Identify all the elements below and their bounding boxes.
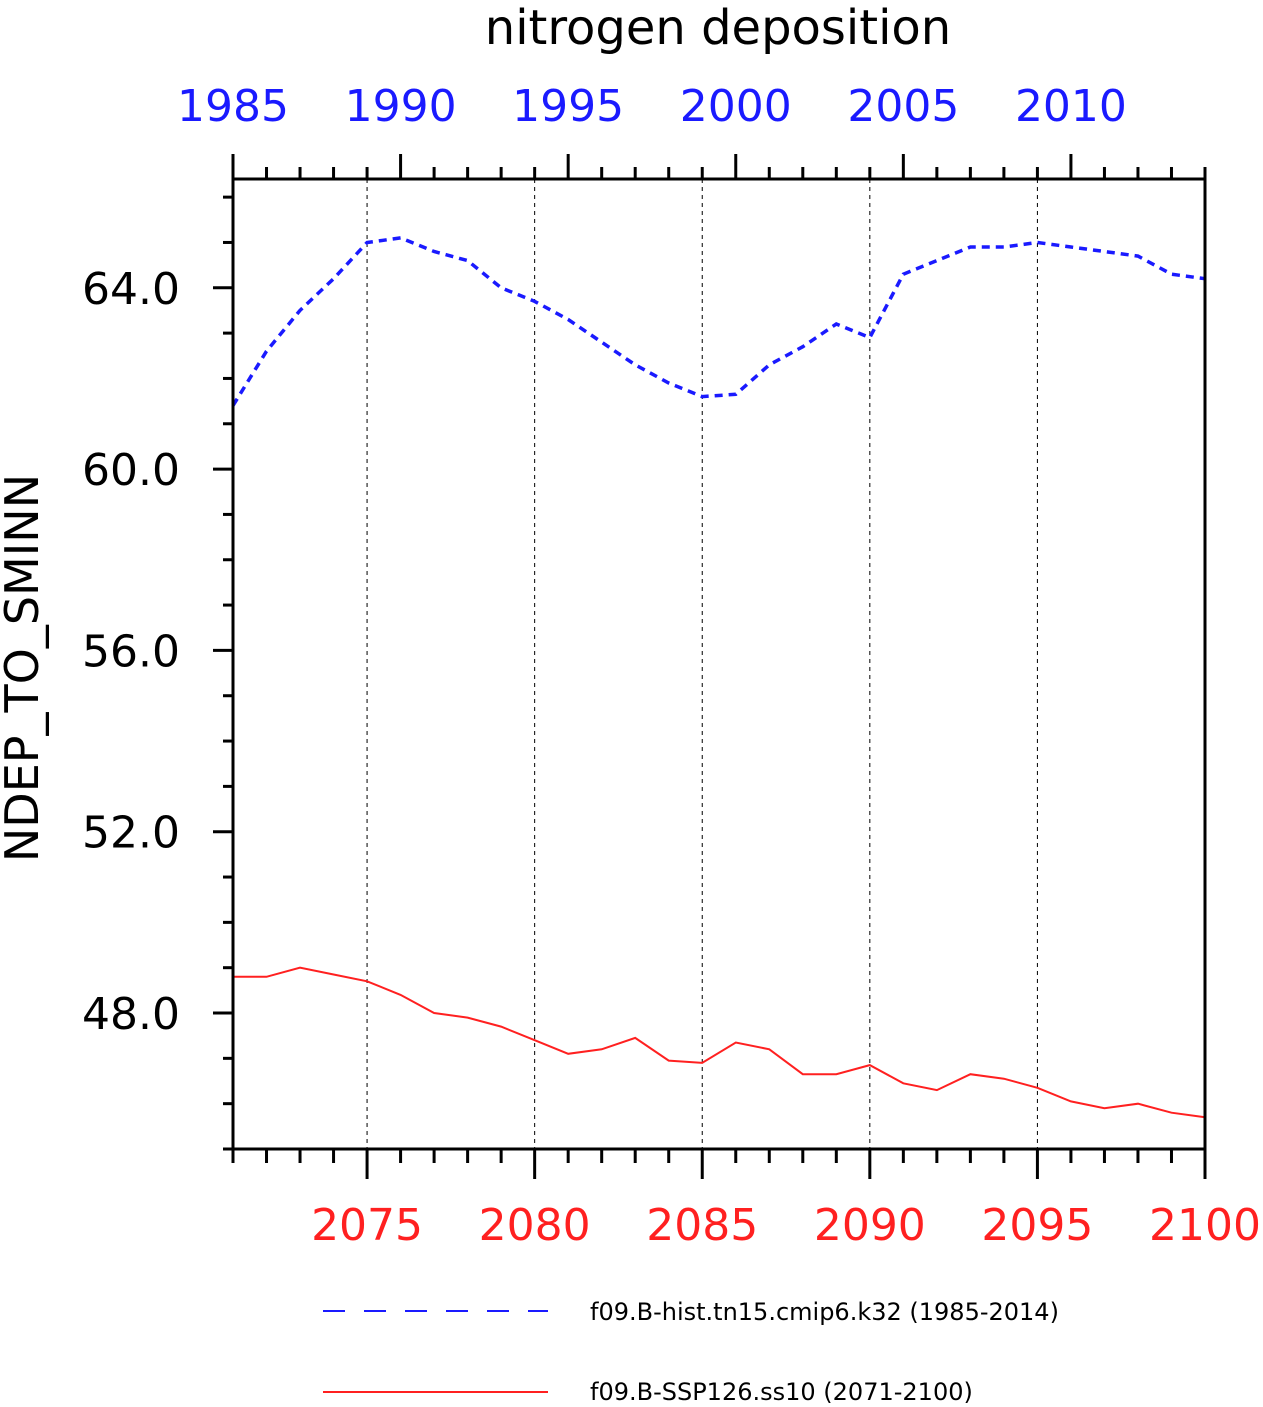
x-tick-label: 2095 <box>981 1200 1093 1251</box>
axis-ticks <box>213 154 1207 1179</box>
series-line-ssp126 <box>233 966 1206 1119</box>
y-tick-label: 56.0 <box>82 626 180 677</box>
tick-labels: 48.0 52.0 56.0 60.0 64.0 1985 1990 1995 2000 2005… <box>82 81 1261 1251</box>
y-tick-label: 52.0 <box>82 808 180 859</box>
top-tick-label: 2000 <box>680 81 792 132</box>
y-axis-label: NDEP_TO_SMINN <box>0 474 49 862</box>
y-tick-label: 60.0 <box>82 445 180 496</box>
top-tick-label: 1985 <box>177 81 289 132</box>
y-tick-label: 64.0 <box>82 264 180 315</box>
legend-label-hist: f09.B-hist.tn15.cmip6.k32 (1985-2014) <box>590 1298 1059 1326</box>
grid-lines <box>366 179 1038 1149</box>
series-line-hist <box>231 236 1206 407</box>
x-tick-label: 2075 <box>311 1200 423 1251</box>
series-lines <box>231 236 1206 1119</box>
top-tick-label: 1990 <box>345 81 457 132</box>
x-tick-label: 2100 <box>1149 1200 1261 1251</box>
plot-frame <box>231 177 1207 1151</box>
x-tick-label: 2085 <box>646 1200 758 1251</box>
chart-title: nitrogen deposition <box>485 0 951 56</box>
x-tick-label: 2090 <box>814 1200 926 1251</box>
legend-label-ssp: f09.B-SSP126.ss10 (2071-2100) <box>590 1378 973 1406</box>
y-tick-label: 48.0 <box>82 989 180 1040</box>
x-tick-label: 2080 <box>479 1200 591 1251</box>
top-tick-label: 2005 <box>847 81 959 132</box>
legend: f09.B-hist.tn15.cmip6.k32 (1985-2014) f0… <box>323 1298 1059 1406</box>
top-tick-label: 2010 <box>1015 81 1127 132</box>
top-tick-label: 1995 <box>512 81 624 132</box>
